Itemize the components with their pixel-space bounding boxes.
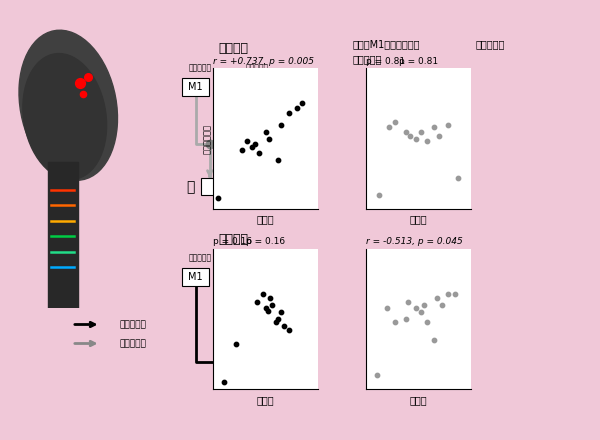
Point [298,100,307,107]
Title: p = 0.81: p = 0.81 [399,57,438,66]
Point [443,290,453,297]
Point [372,372,382,379]
Text: M1: M1 [188,82,203,92]
Point [391,118,400,125]
Point [265,294,275,301]
Point [214,194,223,201]
Point [277,308,286,315]
Text: 脊高: 脊高 [238,358,248,367]
Point [271,318,281,325]
FancyBboxPatch shape [182,78,209,95]
Point [443,121,453,128]
Text: M1: M1 [188,272,203,282]
Text: 左大脳半球: 左大脳半球 [245,63,269,73]
Text: 直接伝導路: 直接伝導路 [119,320,146,329]
Point [412,304,421,311]
Text: 直接伝導路: 直接伝導路 [352,54,382,64]
Point [260,304,270,311]
Text: 左大脳半球: 左大脳半球 [245,253,269,263]
Point [416,308,425,315]
Point [277,121,286,128]
Point [374,191,383,198]
Text: 間接伝導路: 間接伝導路 [119,339,146,348]
Point [433,294,442,301]
Ellipse shape [19,30,118,180]
Point [238,147,247,154]
Text: 右大脳半球: 右大脳半球 [188,253,212,263]
Point [250,141,260,148]
Point [419,301,428,308]
Point [264,135,274,142]
Point [280,323,289,330]
Text: 間接伝導路: 間接伝導路 [475,40,505,49]
Y-axis label: 右利きの程度: 右利きの程度 [203,124,212,154]
Point [391,318,400,325]
FancyBboxPatch shape [244,268,271,286]
Point [416,128,425,135]
Point [406,132,415,139]
Point [260,128,270,135]
Title: p = 0.16: p = 0.16 [246,238,285,246]
Point [242,138,251,145]
Point [75,79,85,86]
FancyBboxPatch shape [182,268,209,286]
Point [434,132,444,139]
Point [401,315,410,323]
Point [284,327,293,334]
Point [254,149,264,156]
Bar [49,161,77,308]
Text: 右手運動: 右手運動 [218,43,248,55]
Point [382,304,392,311]
Text: p = 0.16: p = 0.16 [213,238,252,246]
Point [83,73,93,81]
Point [430,124,439,131]
Text: 右大脳半球: 右大脳半球 [188,63,212,73]
Point [422,318,432,325]
Text: ✋: ✋ [268,356,275,370]
Point [232,341,241,348]
Point [284,110,293,117]
X-axis label: 使用度: 使用度 [257,215,274,224]
Point [384,124,394,131]
Point [263,307,272,314]
Point [437,301,446,308]
Text: M1: M1 [250,82,265,92]
Point [274,156,283,163]
Point [218,379,228,386]
Text: 脊高: 脊高 [214,182,224,191]
Ellipse shape [23,54,107,180]
Point [403,299,413,306]
Point [253,299,262,306]
Point [430,337,439,344]
FancyBboxPatch shape [225,354,261,371]
Point [79,91,88,98]
Text: ✋: ✋ [187,180,195,194]
Text: r = -0.513, p = 0.045: r = -0.513, p = 0.045 [366,238,463,246]
Text: M1: M1 [250,272,265,282]
Point [454,175,463,182]
Point [247,143,257,150]
X-axis label: 使用度: 使用度 [257,395,274,405]
Text: 反対側M1を起始とする: 反対側M1を起始とする [352,40,420,49]
Point [267,301,277,308]
Point [259,290,268,297]
FancyBboxPatch shape [201,178,238,195]
Point [401,128,410,135]
Point [451,290,460,297]
Point [292,104,302,111]
X-axis label: 使用度: 使用度 [410,395,427,405]
Text: r = +0.737, p = 0.005: r = +0.737, p = 0.005 [213,57,314,66]
Text: p = 0.81: p = 0.81 [366,57,405,66]
Text: 左手運動: 左手運動 [218,232,248,246]
Point [412,135,421,142]
Point [422,138,432,145]
Point [274,315,283,323]
FancyBboxPatch shape [244,78,271,95]
X-axis label: 使用度: 使用度 [410,215,427,224]
